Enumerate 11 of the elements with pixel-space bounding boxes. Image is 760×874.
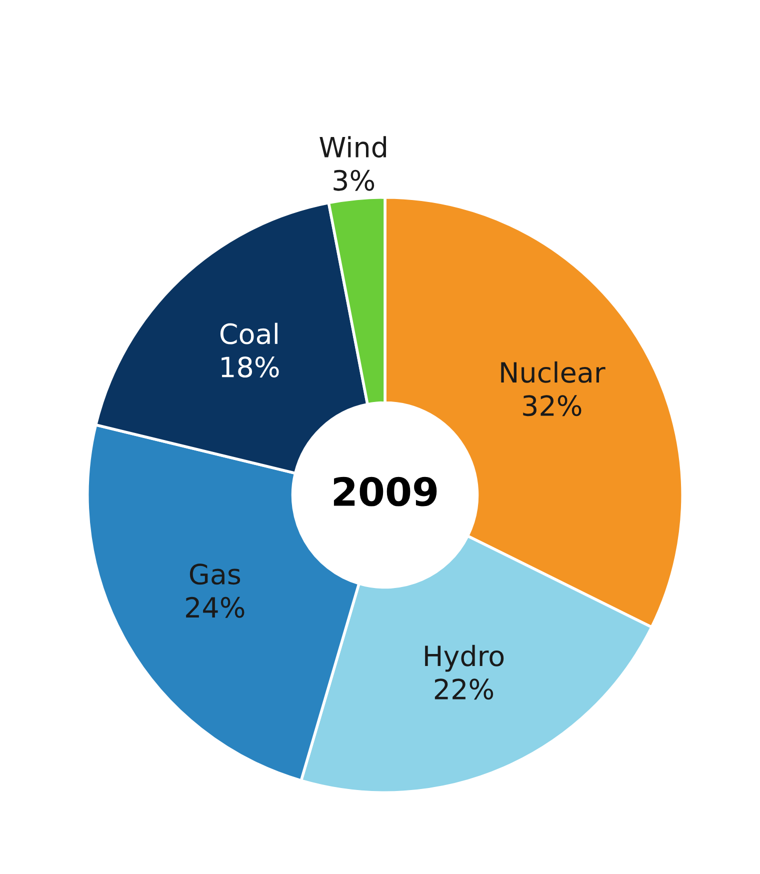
data-label: 22%	[434, 678, 494, 700]
text: 2009	[334, 476, 437, 506]
slice-label: Hydro	[425, 644, 504, 672]
data-label: 32%	[523, 395, 582, 416]
slice-label: Nuclear	[501, 361, 606, 383]
slice-label: Gas	[190, 564, 240, 585]
slice-label: Wind	[320, 136, 386, 158]
data-label: 18%	[222, 356, 279, 378]
data-label: 3%	[334, 170, 374, 191]
slice-label: Coal	[220, 322, 278, 344]
data-label: 24%	[186, 596, 244, 618]
